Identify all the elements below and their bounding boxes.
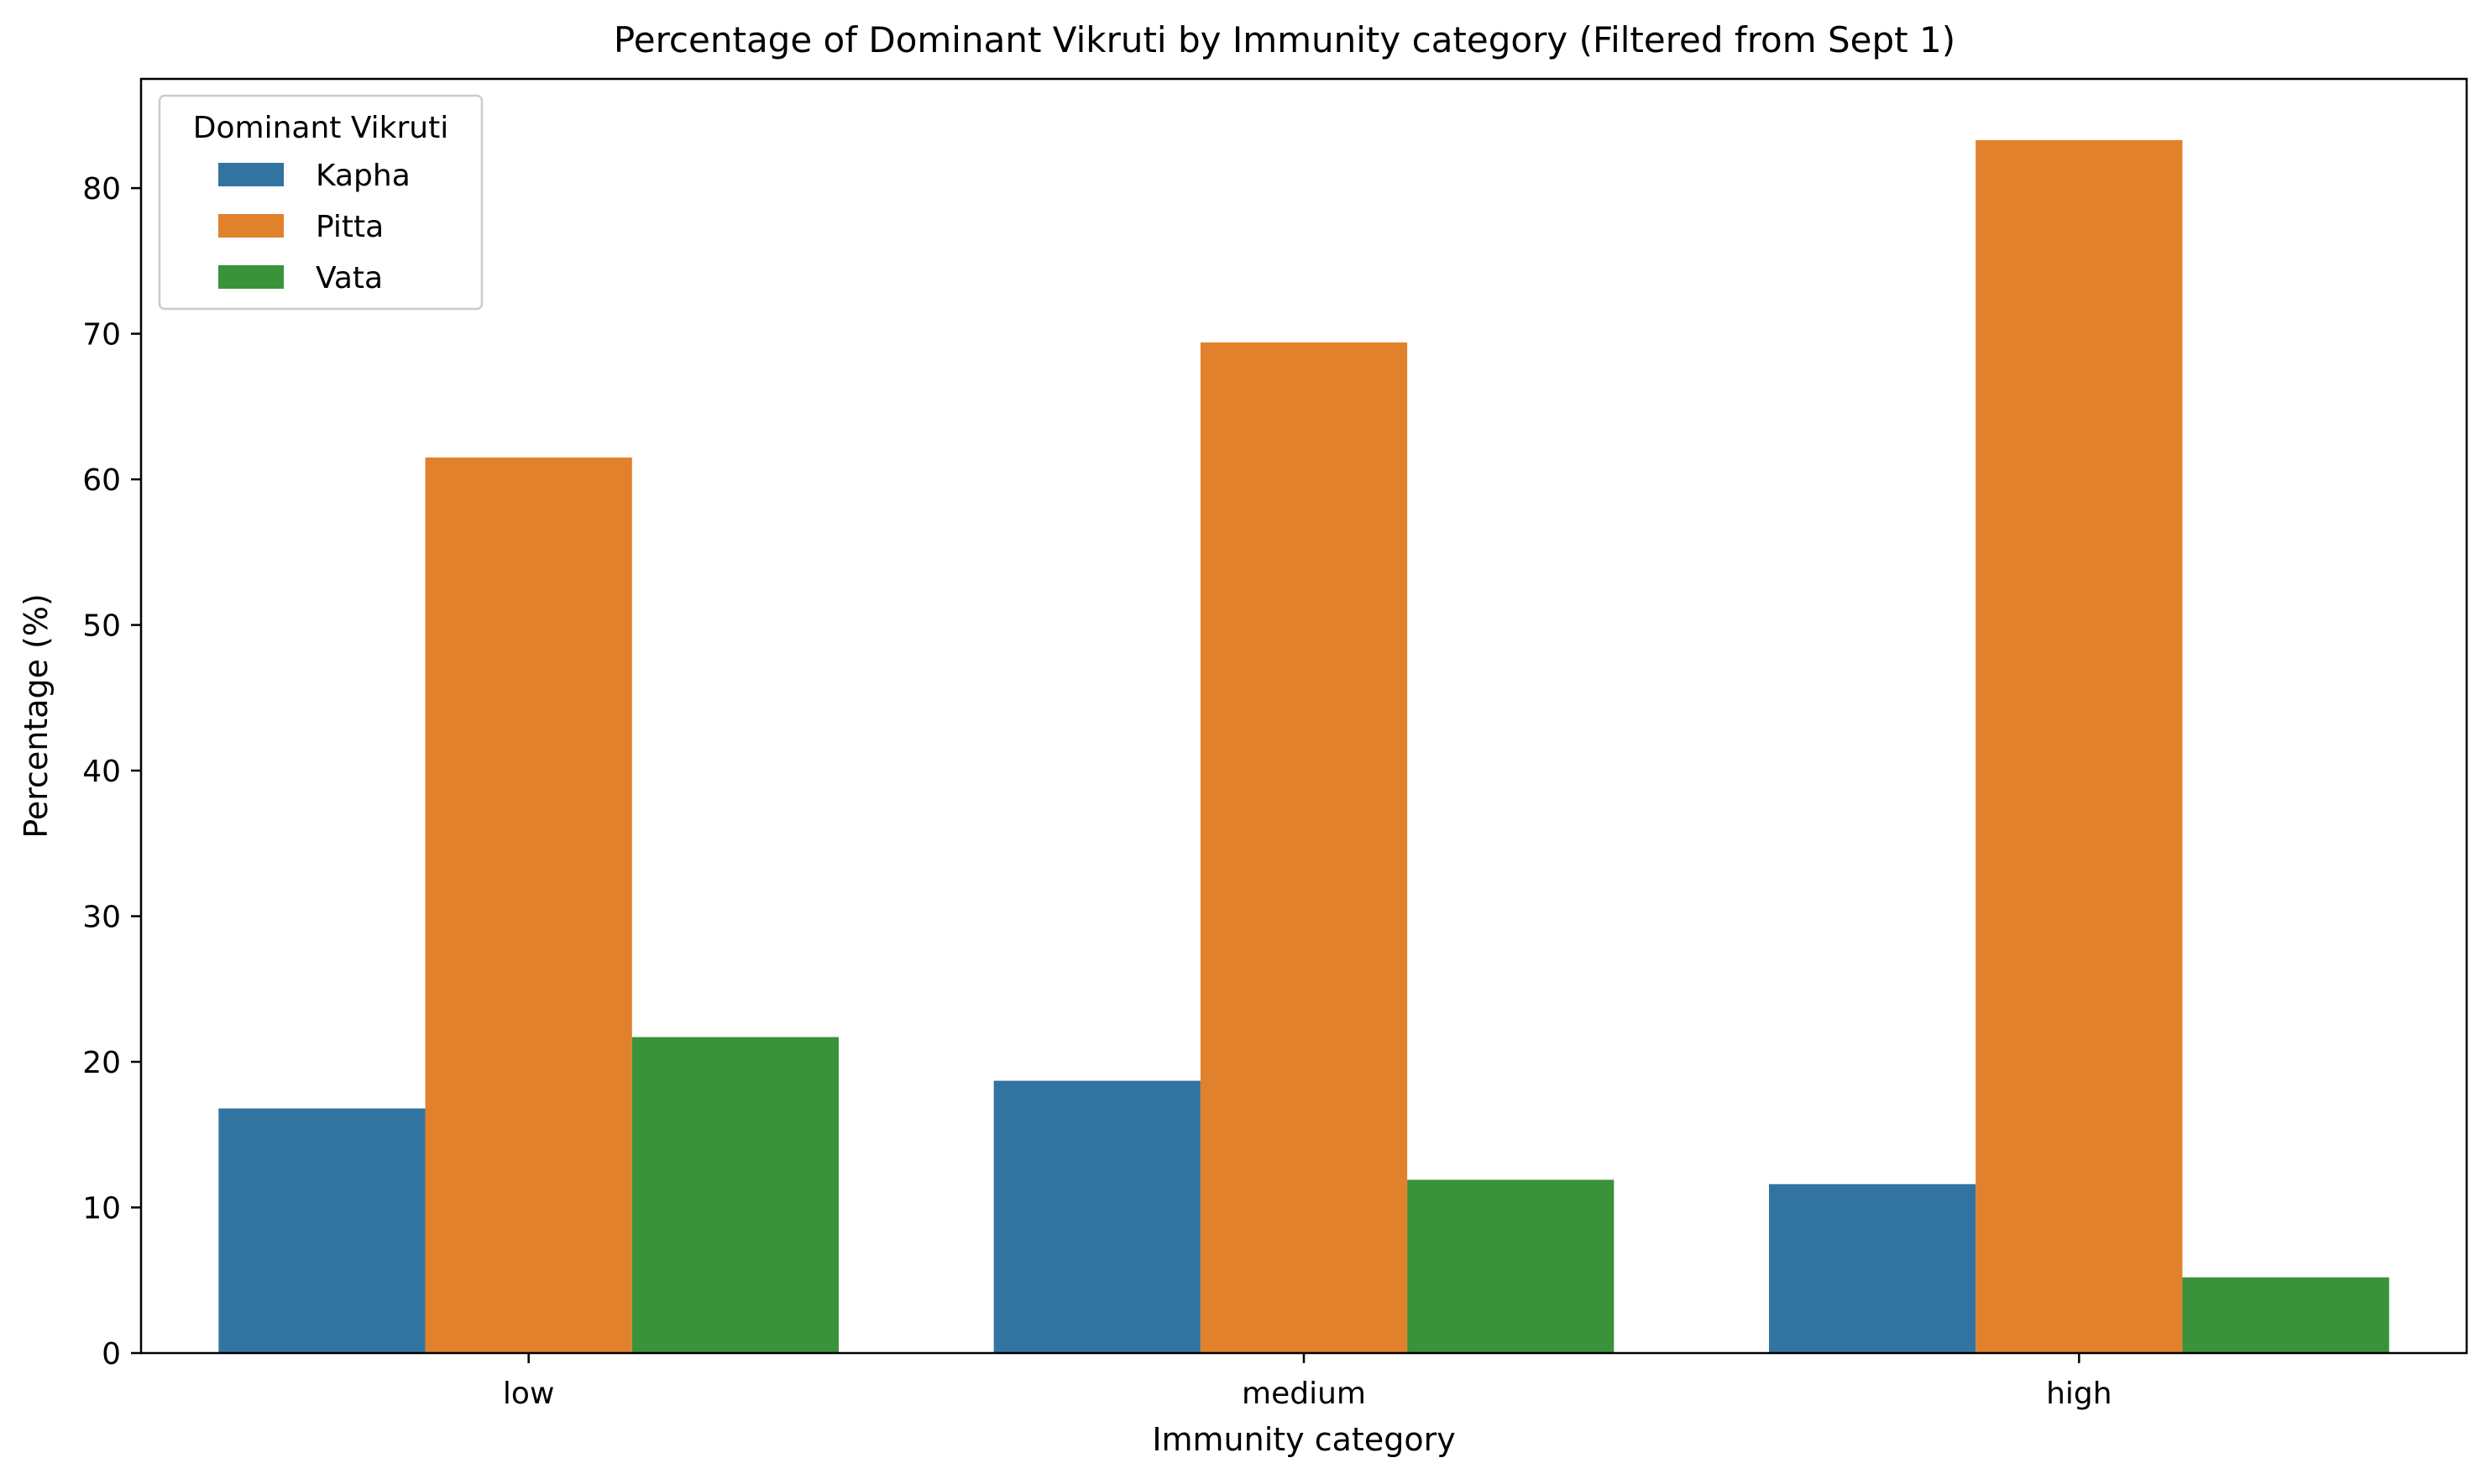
bar-vata-medium [1407,1179,1614,1353]
bar-kapha-high [1769,1184,1976,1353]
legend-swatch-kapha [218,163,284,186]
bar-vata-high [2182,1277,2389,1353]
legend-box [158,94,484,311]
bar-pitta-high [1976,139,2183,1353]
bar-pitta-medium [1200,342,1408,1353]
x-axis-label: Immunity category [1152,1421,1455,1458]
y-tick-label: 10 [82,1192,121,1226]
legend-title: Dominant Vikruti [193,111,449,145]
x-tick-label: high [2046,1377,2112,1411]
y-tick-label: 80 [82,172,121,206]
y-tick-label: 30 [82,901,121,935]
y-tick-label: 50 [82,609,121,644]
bar-kapha-low [218,1108,426,1353]
bars-group [218,139,2389,1353]
axes-group: 0 10 20 30 40 50 60 70 80 low medium high [82,77,2468,1411]
bar-pitta-low [425,457,632,1353]
legend-label-kapha: Kapha [316,159,411,193]
legend-swatch-vata [218,265,284,289]
x-tick-label: medium [1242,1377,1366,1411]
y-tick-label: 0 [102,1337,121,1372]
legend-label-pitta: Pitta [316,210,384,244]
y-tick-label: 60 [82,463,121,498]
x-tick-label: low [503,1377,554,1411]
y-tick-label: 20 [82,1046,121,1080]
legend: Dominant Vikruti Kapha Pitta Vata [158,94,484,311]
y-tick-label: 40 [82,755,121,789]
legend-label-vata: Vata [316,261,383,295]
y-tick-label: 70 [82,318,121,353]
bar-kapha-medium [993,1080,1201,1353]
legend-swatch-pitta [218,214,284,238]
bar-vata-low [631,1037,839,1353]
y-axis-label: Percentage (%) [18,593,55,839]
chart-title: Percentage of Dominant Vikruti by Immuni… [614,19,1955,60]
